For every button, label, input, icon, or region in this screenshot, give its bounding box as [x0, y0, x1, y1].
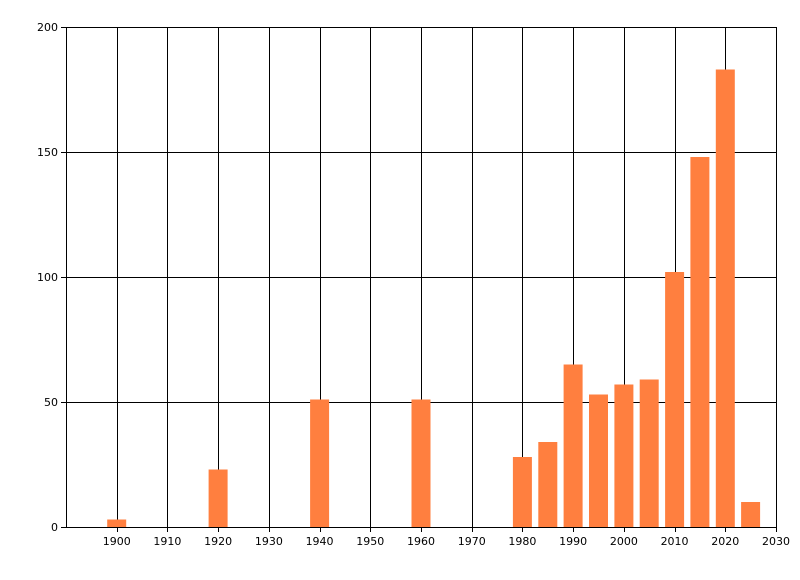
bar-2005 — [639, 379, 659, 527]
bar-2010 — [665, 272, 685, 527]
x-tick-label: 1950 — [356, 535, 384, 548]
bar-2015 — [690, 157, 710, 527]
x-tick-label: 1960 — [407, 535, 435, 548]
bar-layer — [107, 69, 761, 527]
bar-2020 — [715, 69, 735, 527]
x-tick-label: 1990 — [559, 535, 587, 548]
x-tick-label: 1970 — [458, 535, 486, 548]
x-tick-label: 1930 — [255, 535, 283, 548]
bar-1980 — [512, 457, 532, 527]
x-tick-label: 1920 — [204, 535, 232, 548]
bar-2000 — [614, 384, 634, 527]
x-tick-label: 1940 — [306, 535, 334, 548]
bar-1985 — [538, 442, 558, 527]
bar-1995 — [589, 394, 608, 527]
y-tick-label: 200 — [37, 21, 58, 34]
y-tick-label: 150 — [37, 146, 58, 159]
axis-layer — [66, 27, 776, 528]
x-tick-label: 2020 — [711, 535, 739, 548]
bar-1990 — [563, 364, 583, 527]
bar-1920 — [208, 469, 228, 527]
x-tick-label: 1910 — [153, 535, 181, 548]
y-tick-label: 50 — [44, 396, 58, 409]
y-tick-label: 0 — [51, 521, 58, 534]
x-tick-label: 1980 — [508, 535, 536, 548]
bar-1960 — [411, 399, 431, 527]
x-tick-label: 2000 — [610, 535, 638, 548]
y-tick-label: 100 — [37, 271, 58, 284]
bar-1940 — [310, 399, 330, 527]
x-tick-label: 2030 — [762, 535, 790, 548]
bar-2025 — [741, 502, 761, 527]
x-tick-label: 1900 — [103, 535, 131, 548]
x-tick-label: 2010 — [661, 535, 689, 548]
tick-label-layer: 1900 1910 1920 1930 1940 1950 1960 1970 1980 1990… — [37, 21, 790, 548]
bar-1900 — [107, 519, 127, 527]
